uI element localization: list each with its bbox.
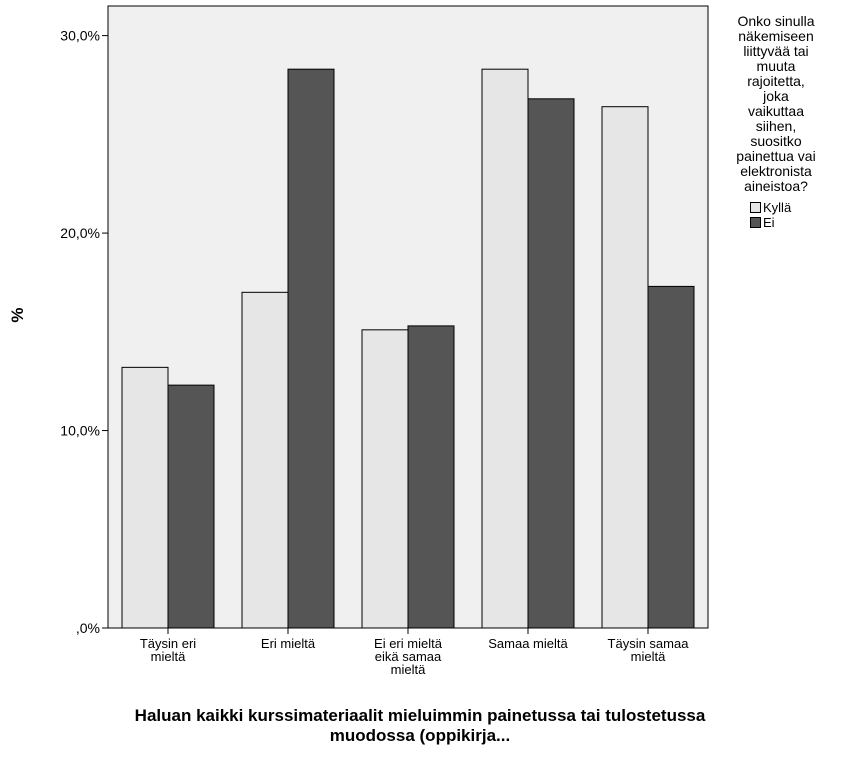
legend-title: Onko sinulla näkemiseen liittyvää tai mu… xyxy=(736,13,816,194)
bar-kyllä-1 xyxy=(241,291,289,629)
legend-swatch-ei xyxy=(750,217,761,228)
y-tick-label-3: 30,0% xyxy=(60,28,100,44)
legend-label-ei: Ei xyxy=(763,215,775,230)
x-axis-title: Haluan kaikki kurssimateriaalit mieluimm… xyxy=(134,706,706,745)
y-tick-label-0: ,0% xyxy=(76,620,100,636)
y-tick-label-2: 20,0% xyxy=(60,225,100,241)
x-tick-label-1: Eri mieltä xyxy=(261,636,316,651)
legend-label-kylla: Kyllä xyxy=(763,200,792,215)
y-tick-label-1: 10,0% xyxy=(60,423,100,439)
bar-ei-0 xyxy=(167,384,215,629)
y-axis-label: % xyxy=(8,307,27,323)
x-tick-label-4: Täysin samaa mieltä xyxy=(608,636,690,664)
bar-ei-2 xyxy=(407,325,455,629)
legend-item-kylla: Kyllä xyxy=(750,200,840,215)
bar-kyllä-0 xyxy=(121,366,169,629)
x-tick-label-2: Ei eri mieltä eikä samaa mieltä xyxy=(374,636,443,677)
bar-kyllä-2 xyxy=(361,329,409,629)
legend-item-ei: Ei xyxy=(750,215,840,230)
legend: Onko sinulla näkemiseen liittyvää tai mu… xyxy=(712,13,840,231)
bar-ei-1 xyxy=(287,68,335,629)
bar-ei-3 xyxy=(527,98,575,629)
legend-swatch-kylla xyxy=(750,202,761,213)
bar-ei-4 xyxy=(647,285,695,629)
bar-kyllä-3 xyxy=(481,68,529,629)
bar-kyllä-4 xyxy=(601,106,649,629)
x-tick-label-0: Täysin eri mieltä xyxy=(140,636,196,664)
x-tick-label-3: Samaa mieltä xyxy=(488,636,568,651)
